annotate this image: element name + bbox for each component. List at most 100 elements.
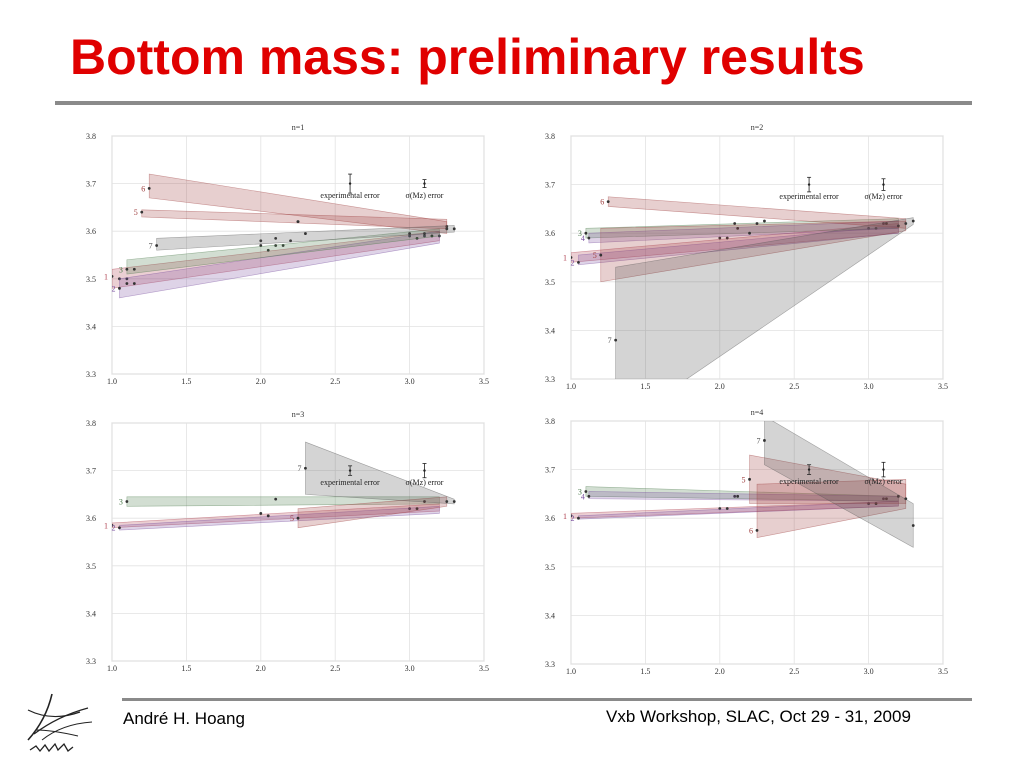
data-point-1 <box>259 512 263 515</box>
data-point-1 <box>571 256 573 259</box>
data-point-7 <box>911 524 915 527</box>
series-label-2: 2 <box>111 524 115 533</box>
y-tick-label: 3.5 <box>86 275 96 284</box>
x-tick-label: 1.0 <box>107 377 117 386</box>
x-tick-label: 2.0 <box>715 667 725 676</box>
plot-area: 1.0 1.5 2.0 2.5 3.0 3.5 3.3 3.4 3.5 3.6 3.7 3.8 n=1 1… <box>86 123 489 386</box>
series-band-2 <box>119 230 440 299</box>
data-point-3 <box>125 500 129 503</box>
data-point-2 <box>725 236 729 240</box>
error-marker <box>807 183 811 186</box>
series-label-6: 6 <box>141 184 145 193</box>
annotation-experimental-error: experimental error <box>320 191 380 200</box>
data-point-6 <box>755 528 759 532</box>
x-tick-label: 2.0 <box>256 664 266 673</box>
error-marker <box>882 468 885 471</box>
data-point-7 <box>911 219 915 223</box>
x-tick-label: 3.5 <box>938 382 948 391</box>
series-band-7 <box>764 421 914 548</box>
data-point-2 <box>132 282 136 285</box>
error-marker <box>807 468 811 471</box>
x-tick-label: 1.5 <box>181 664 191 673</box>
data-point-1 <box>718 236 722 240</box>
data-point-2 <box>118 286 121 290</box>
chart-title: n=3 <box>292 410 305 419</box>
annotation-mz-error: σ(Mz) error <box>406 478 444 487</box>
x-tick-label: 3.5 <box>938 667 948 676</box>
series-label-7: 7 <box>756 436 760 445</box>
chart-title: n=4 <box>751 408 764 417</box>
series-label-4: 4 <box>581 492 585 501</box>
data-point-4 <box>736 494 740 498</box>
data-point-5 <box>296 516 300 520</box>
annotation-experimental-error: experimental error <box>779 192 839 201</box>
y-tick-label: 3.7 <box>545 181 555 190</box>
y-tick-label: 3.5 <box>86 562 96 571</box>
data-point-2 <box>415 507 419 511</box>
y-tick-label: 3.3 <box>545 660 555 669</box>
data-point-6 <box>147 186 151 190</box>
series-layer <box>112 173 456 299</box>
x-tick-label: 2.0 <box>256 377 266 386</box>
x-tick-label: 1.5 <box>640 667 650 676</box>
data-point-3 <box>733 494 737 498</box>
series-label-1: 1 <box>563 254 567 263</box>
x-tick-label: 2.5 <box>789 382 799 391</box>
series-band-6 <box>756 479 907 539</box>
data-point-3 <box>584 490 588 493</box>
series-label-6: 6 <box>600 198 604 207</box>
footer-divider <box>122 698 972 701</box>
series-band-5 <box>297 496 448 529</box>
series-band-7 <box>615 217 914 379</box>
footer-event: Vxb Workshop, SLAC, Oct 29 - 31, 2009 <box>606 707 911 726</box>
data-point-2 <box>266 514 270 518</box>
series-label-2: 2 <box>570 514 574 523</box>
y-tick-label: 3.7 <box>545 466 555 475</box>
series-label-5: 5 <box>134 208 138 217</box>
x-tick-label: 2.5 <box>330 377 340 386</box>
series-label-1: 1 <box>104 521 108 530</box>
chart-n3: 1.0 1.5 2.0 2.5 3.0 3.5 3.3 3.4 3.5 3.6 3.7 3.8 n=3 1… <box>86 410 489 673</box>
data-point-6 <box>296 220 300 224</box>
y-tick-label: 3.8 <box>545 417 555 426</box>
data-point-7 <box>304 466 307 470</box>
error-marker <box>348 469 352 472</box>
data-point-5 <box>748 477 751 481</box>
y-tick-label: 3.4 <box>545 326 555 335</box>
data-point-6 <box>445 227 449 231</box>
data-point-2 <box>266 248 270 252</box>
data-point-1 <box>571 514 573 518</box>
data-point-1 <box>112 523 114 527</box>
plot-area: 1.0 1.5 2.0 2.5 3.0 3.5 3.3 3.4 3.5 3.6 3.7 3.8 n=3 1… <box>86 410 489 673</box>
series-label-3: 3 <box>119 498 123 507</box>
data-point-2 <box>118 526 121 530</box>
y-tick-label: 3.7 <box>86 180 96 189</box>
data-point-1 <box>423 234 426 238</box>
error-marker <box>423 182 426 185</box>
series-label-3: 3 <box>578 229 582 238</box>
y-tick-label: 3.5 <box>545 563 555 572</box>
y-tick-label: 3.6 <box>86 227 96 236</box>
error-marker <box>348 182 352 185</box>
series-label-1: 1 <box>104 272 108 281</box>
data-point-7 <box>304 232 307 235</box>
data-point-7 <box>452 500 456 503</box>
x-tick-label: 3.5 <box>479 377 489 386</box>
data-point-3 <box>132 267 136 271</box>
institute-logo-icon <box>27 693 93 753</box>
series-label-2: 2 <box>570 258 574 267</box>
data-point-3 <box>274 236 278 240</box>
error-marker <box>423 469 426 472</box>
series-label-1: 1 <box>563 512 567 521</box>
data-point-5 <box>445 500 449 503</box>
data-point-2 <box>577 516 580 520</box>
data-point-3 <box>259 239 263 243</box>
x-tick-label: 3.0 <box>864 382 874 391</box>
y-tick-label: 3.8 <box>545 132 555 141</box>
y-tick-label: 3.6 <box>86 514 96 523</box>
data-point-7 <box>155 244 159 247</box>
annotation-mz-error: σ(Mz) error <box>406 191 444 200</box>
x-tick-label: 3.5 <box>479 664 489 673</box>
data-point-4 <box>587 494 591 498</box>
series-layer <box>571 196 915 379</box>
